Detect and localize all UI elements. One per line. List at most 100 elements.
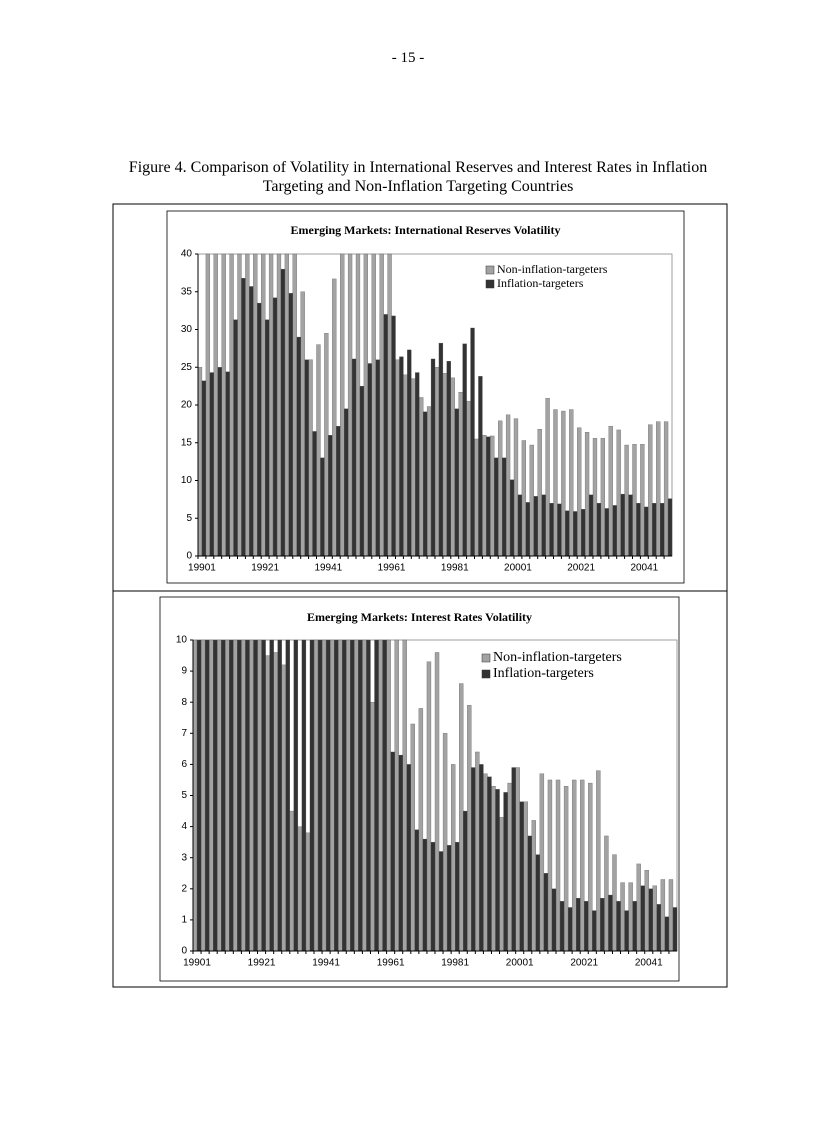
bar — [241, 639, 246, 952]
bar — [515, 767, 520, 952]
bar — [217, 367, 222, 557]
bar — [253, 253, 258, 557]
bar — [592, 910, 597, 952]
chart-title: Emerging Markets: International Reserves… — [291, 223, 561, 237]
bar — [225, 639, 230, 952]
bar — [383, 314, 388, 557]
bar — [438, 342, 444, 557]
bar — [442, 373, 447, 557]
x-tick-label: 19901 — [188, 563, 216, 574]
bar — [577, 427, 582, 557]
bar — [640, 885, 645, 952]
bar — [334, 639, 339, 952]
bar — [414, 829, 420, 952]
page-number: - 15 - — [391, 50, 425, 66]
bar — [624, 910, 629, 952]
bar — [470, 327, 475, 557]
bar — [196, 639, 202, 952]
bar — [612, 505, 617, 557]
bar — [325, 639, 331, 952]
bar — [338, 639, 343, 952]
bar — [415, 372, 420, 557]
bar — [354, 639, 359, 952]
bar — [284, 253, 289, 557]
bar — [553, 409, 558, 557]
bar — [237, 253, 242, 557]
bar — [358, 639, 363, 952]
y-tick-label: 1 — [181, 915, 187, 926]
legend-label: Inflation-targeters — [497, 276, 584, 290]
bar — [539, 773, 545, 952]
bar — [237, 639, 242, 952]
bar — [486, 436, 491, 557]
bar — [426, 661, 432, 952]
bar — [557, 503, 562, 557]
bar — [498, 420, 503, 557]
figure-caption: Figure 4. Comparison of Volatility in In… — [128, 159, 708, 195]
bar — [245, 253, 250, 557]
bar — [313, 639, 319, 952]
bar — [588, 782, 593, 952]
bar — [446, 361, 451, 557]
y-tick-label: 20 — [181, 400, 193, 411]
bar — [375, 359, 380, 557]
bar — [217, 639, 222, 952]
bar — [422, 838, 428, 952]
bar — [596, 502, 602, 557]
x-tick-label: 19941 — [312, 958, 340, 969]
legend-label: Non-inflation-targeters — [497, 262, 608, 276]
bar — [261, 253, 266, 557]
bar — [350, 639, 355, 952]
bar — [482, 435, 487, 557]
bar — [309, 639, 315, 952]
bar — [305, 832, 311, 952]
legend-label: Non-inflation-targeters — [493, 650, 622, 665]
bar — [288, 293, 293, 557]
bar — [519, 801, 524, 952]
bar — [192, 639, 198, 952]
bar — [359, 385, 365, 557]
x-tick-label: 19921 — [248, 958, 276, 969]
x-tick-label: 19941 — [314, 563, 342, 574]
x-tick-label: 19961 — [378, 563, 406, 574]
bar — [584, 432, 590, 557]
bar — [567, 907, 573, 952]
bar — [285, 639, 290, 952]
bar — [505, 414, 511, 557]
chart-frame — [166, 210, 685, 584]
y-tick-label: 3 — [181, 852, 187, 863]
bar — [430, 842, 436, 952]
bar — [446, 845, 452, 952]
bar — [257, 639, 262, 952]
bar — [277, 639, 282, 952]
bar — [648, 424, 653, 557]
bar — [656, 904, 662, 952]
bar — [600, 438, 606, 557]
bar — [501, 457, 507, 557]
bar — [208, 639, 214, 952]
x-tick-label: 20041 — [630, 563, 658, 574]
x-tick-label: 19901 — [183, 958, 211, 969]
legend-swatch — [485, 265, 495, 275]
bar — [201, 380, 207, 557]
bar — [419, 397, 424, 557]
chart-frame — [159, 596, 680, 982]
bar — [576, 897, 581, 952]
x-tick-label: 20021 — [570, 958, 598, 969]
bar — [289, 810, 294, 952]
bar — [197, 367, 203, 557]
y-tick-label: 6 — [181, 759, 187, 770]
bar — [273, 652, 278, 952]
bar — [596, 770, 601, 952]
y-tick-label: 30 — [181, 324, 193, 335]
bar — [434, 367, 440, 557]
bar — [317, 639, 323, 952]
bar — [422, 411, 428, 557]
bar — [667, 498, 673, 557]
bar — [529, 444, 534, 557]
bar — [555, 779, 561, 952]
bar — [563, 786, 569, 952]
bar — [545, 398, 550, 557]
bar — [213, 639, 218, 952]
legend-swatch — [481, 669, 491, 679]
